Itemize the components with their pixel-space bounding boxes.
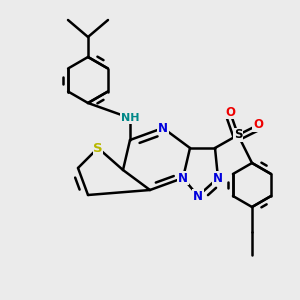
Text: NH: NH [121, 113, 139, 123]
Text: N: N [178, 172, 188, 184]
Text: N: N [213, 172, 223, 184]
Text: N: N [158, 122, 168, 134]
Text: S: S [234, 128, 242, 142]
Text: O: O [225, 106, 235, 118]
Text: N: N [193, 190, 203, 202]
Text: S: S [93, 142, 103, 154]
Text: O: O [253, 118, 263, 131]
